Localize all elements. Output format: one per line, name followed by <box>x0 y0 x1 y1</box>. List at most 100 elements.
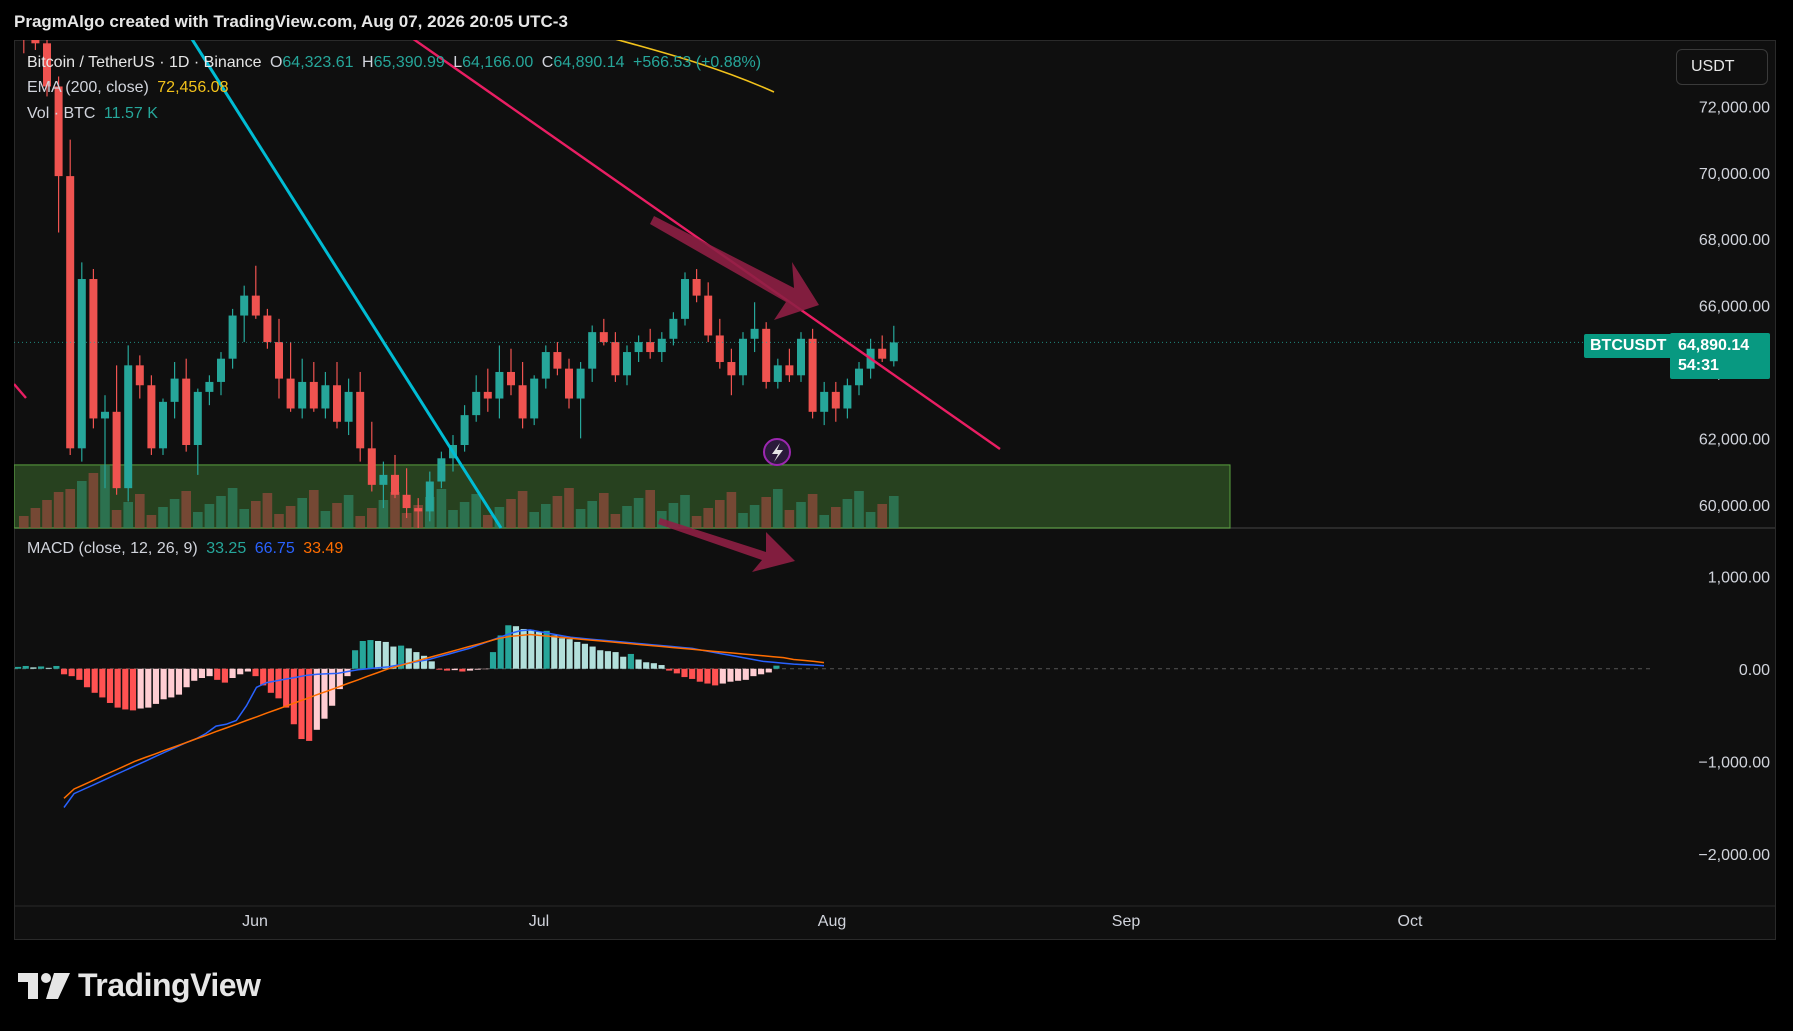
candle-body[interactable] <box>170 378 179 402</box>
candle-body[interactable] <box>286 378 295 409</box>
candle-body[interactable] <box>634 342 643 353</box>
macd-arrow-annotation[interactable] <box>658 518 795 572</box>
candle-body[interactable] <box>889 342 898 362</box>
symbol-label[interactable]: Bitcoin / TetherUS · 1D · Binance <box>27 54 262 71</box>
candle-body[interactable] <box>855 368 863 386</box>
macd-histogram-bar <box>290 668 297 725</box>
macd-histogram-bar <box>352 650 359 669</box>
candle-body[interactable] <box>843 385 852 409</box>
chart-canvas[interactable]: 60,000.0062,000.0064,000.0066,000.0068,0… <box>14 40 1776 940</box>
candle-body[interactable] <box>715 335 724 363</box>
candle-body[interactable] <box>762 328 771 382</box>
candle-body[interactable] <box>750 328 759 339</box>
candle-body[interactable] <box>367 448 376 485</box>
candle-body[interactable] <box>808 338 817 412</box>
candle-body[interactable] <box>878 348 887 359</box>
candle-body[interactable] <box>77 279 86 449</box>
candle-body[interactable] <box>54 86 63 177</box>
ema-legend[interactable]: EMA (200, close) 72,456.08 <box>27 79 232 97</box>
candle-body[interactable] <box>611 342 620 376</box>
macd-histogram-bar <box>627 653 634 669</box>
candle-body[interactable] <box>646 342 655 353</box>
macd-histogram-bar <box>229 668 236 678</box>
candle-body[interactable] <box>147 385 156 449</box>
candle-body[interactable] <box>669 318 678 339</box>
candle-body[interactable] <box>251 295 260 316</box>
candle-body[interactable] <box>483 391 492 399</box>
candle-body[interactable] <box>193 391 202 446</box>
candle-body[interactable] <box>681 279 689 319</box>
candle-body[interactable] <box>135 365 144 386</box>
candle-body[interactable] <box>495 371 504 399</box>
candle-body[interactable] <box>727 362 736 376</box>
ema-200-line[interactable] <box>604 40 775 93</box>
candle-body[interactable] <box>692 279 701 296</box>
candle-body[interactable] <box>831 391 840 409</box>
candle-body[interactable] <box>298 381 307 409</box>
candle-body[interactable] <box>344 391 353 422</box>
candle-body[interactable] <box>472 391 481 416</box>
macd-histogram-bar <box>37 666 45 669</box>
candle-body[interactable] <box>275 342 283 379</box>
candle-body[interactable] <box>599 332 608 343</box>
candle-body[interactable] <box>263 315 272 343</box>
candle-body[interactable] <box>391 474 399 495</box>
candle-body[interactable] <box>159 401 167 449</box>
price-arrow-annotation[interactable] <box>650 216 819 320</box>
signal-line[interactable] <box>63 633 825 799</box>
candle-body[interactable] <box>414 508 423 512</box>
candle-body[interactable] <box>309 381 318 409</box>
signal-value: 66.75 <box>254 540 295 557</box>
candle-body[interactable] <box>553 352 562 369</box>
candle-body[interactable] <box>507 371 515 386</box>
macd-line[interactable] <box>63 629 825 808</box>
volume-bar <box>761 497 771 528</box>
volume-legend[interactable]: Vol · BTC 11.57 K <box>27 105 162 123</box>
candle-body[interactable] <box>704 295 713 336</box>
macd-histogram-bar <box>329 668 336 706</box>
candle-body[interactable] <box>425 481 434 512</box>
candle-body[interactable] <box>657 338 666 353</box>
candle-body[interactable] <box>356 391 365 449</box>
candle-body[interactable] <box>182 378 191 446</box>
candle-body[interactable] <box>530 378 539 419</box>
volume-bar <box>575 509 586 528</box>
macd-histogram-bar <box>643 662 650 669</box>
candle-body[interactable] <box>565 368 573 399</box>
macd-legend[interactable]: MACD (close, 12, 26, 9) 33.25 66.75 33.4… <box>27 540 347 558</box>
rising-wedge-trendline[interactable] <box>190 40 503 529</box>
candle-body[interactable] <box>518 385 527 419</box>
close-label: C <box>541 54 554 71</box>
open-value: 64,323.61 <box>282 54 354 71</box>
candle-body[interactable] <box>321 385 330 409</box>
high-label: H <box>362 54 374 71</box>
candle-body[interactable] <box>785 365 794 376</box>
candle-body[interactable] <box>576 368 585 399</box>
candle-body[interactable] <box>541 352 550 379</box>
candle-body[interactable] <box>205 381 214 392</box>
candle-body[interactable] <box>820 391 829 412</box>
candle-body[interactable] <box>773 365 782 382</box>
candle-body[interactable] <box>43 43 51 87</box>
candle-body[interactable] <box>101 411 109 419</box>
candle-body[interactable] <box>124 365 133 489</box>
candle-body[interactable] <box>112 411 121 489</box>
candle-body[interactable] <box>333 385 341 422</box>
candle-body[interactable] <box>588 332 597 369</box>
candle-body[interactable] <box>240 295 249 316</box>
candle-body[interactable] <box>623 352 631 376</box>
currency-button[interactable]: USDT <box>1676 49 1768 85</box>
tradingview-logo[interactable]: TradingView <box>18 967 261 1004</box>
candle-body[interactable] <box>89 279 98 419</box>
candle-body[interactable] <box>31 40 40 44</box>
candle-body[interactable] <box>437 458 446 482</box>
candle-body[interactable] <box>228 315 237 359</box>
candle-body[interactable] <box>402 494 411 509</box>
candle-body[interactable] <box>66 176 75 449</box>
candle-body[interactable] <box>379 474 388 485</box>
candle-body[interactable] <box>797 338 805 376</box>
candle-body[interactable] <box>217 358 225 382</box>
macd-histogram-bar <box>650 663 657 669</box>
candle-body[interactable] <box>460 415 469 446</box>
candle-body[interactable] <box>739 338 747 376</box>
